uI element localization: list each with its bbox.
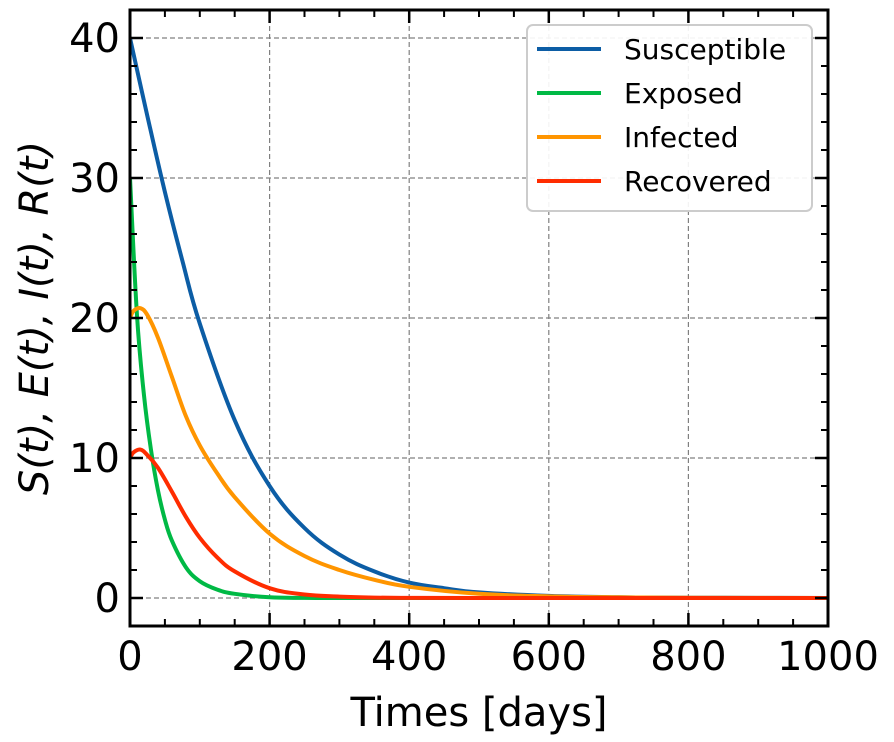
x-tick-label: 200 [231,634,307,680]
series-line-exposed [130,176,828,601]
legend-label-infected: Infected [624,121,738,154]
series-lines [130,36,828,601]
legend-label-susceptible: Susceptible [624,33,786,66]
x-tick-label: 800 [650,634,726,680]
x-tick-label: 1000 [777,634,879,680]
legend: Susceptible Exposed Infected Recovered [526,24,813,212]
y-tick-label: 20 [69,296,120,342]
x-axis-title: Times [days] [349,690,607,736]
y-tick-label: 30 [69,156,120,202]
series-line-infected [130,306,828,600]
series-line-recovered [130,447,828,601]
y-axis-title: S(t), E(t), I(t), R(t) [12,141,58,495]
x-tick-label: 400 [371,634,447,680]
tick-labels: 0 200 400 600 800 1000 0 10 20 30 40 [69,16,879,680]
plot-frame [128,8,830,628]
legend-label-exposed: Exposed [624,77,743,110]
x-tick-label: 600 [511,634,587,680]
y-tick-label: 40 [69,16,120,62]
y-tick-label: 0 [95,576,120,622]
y-tick-label: 10 [69,436,120,482]
legend-box [526,24,813,212]
legend-label-recovered: Recovered [624,165,772,198]
x-tick-label: 0 [117,634,142,680]
